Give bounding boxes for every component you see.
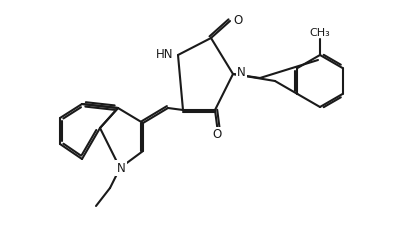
Text: O: O: [213, 128, 222, 142]
Text: HN: HN: [156, 47, 173, 60]
Text: O: O: [233, 13, 242, 26]
Text: N: N: [117, 161, 125, 174]
Text: N: N: [237, 67, 246, 80]
Text: CH₃: CH₃: [310, 28, 330, 38]
